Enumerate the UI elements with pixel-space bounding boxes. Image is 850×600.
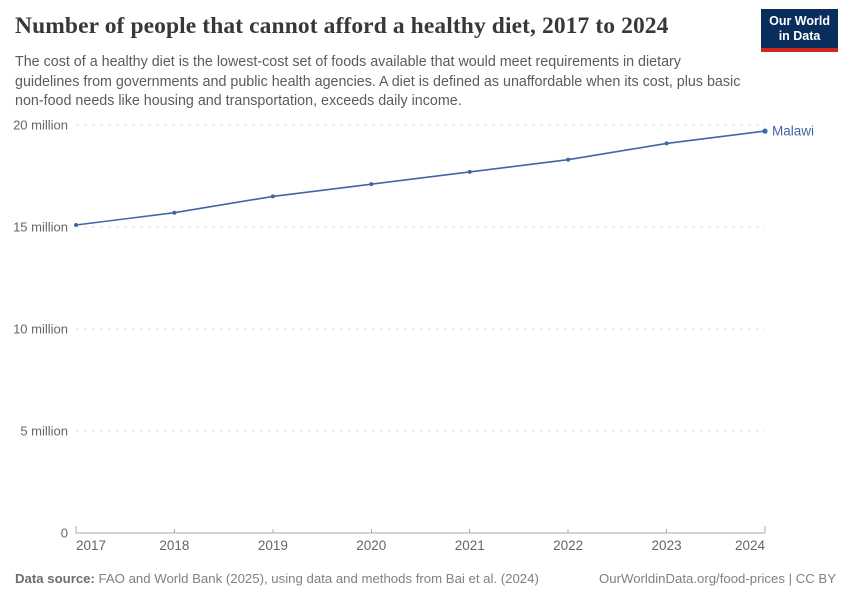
data-point-malawi-2023[interactable] — [664, 141, 669, 146]
data-point-malawi-2018[interactable] — [172, 210, 177, 215]
data-point-malawi-2024[interactable] — [762, 128, 768, 134]
chart-footer: Data source: FAO and World Bank (2025), … — [15, 571, 836, 586]
chart-subtitle: The cost of a healthy diet is the lowest… — [15, 54, 741, 109]
y-tick-label: 5 million — [20, 424, 68, 439]
data-point-malawi-2021[interactable] — [467, 169, 472, 174]
owid-logo[interactable]: Our World in Data — [761, 9, 838, 52]
x-tick-label-2024: 2024 — [735, 538, 766, 553]
y-tick-label: 10 million — [13, 322, 68, 337]
x-tick-label-2022: 2022 — [553, 538, 583, 553]
x-tick-label-2020: 2020 — [356, 538, 386, 553]
owid-logo-line2: in Data — [778, 29, 821, 43]
data-source-note: Data source: FAO and World Bank (2025), … — [15, 571, 539, 586]
series-label-malawi[interactable]: Malawi — [772, 124, 814, 139]
x-tick-label-2021: 2021 — [455, 538, 485, 553]
data-point-malawi-2017[interactable] — [74, 222, 78, 227]
data-point-malawi-2019[interactable] — [270, 194, 275, 199]
data-source-label: Data source: — [15, 571, 95, 586]
owid-logo-line1: Our World — [769, 14, 830, 28]
y-tick-label: 20 million — [13, 118, 68, 133]
data-source-text: FAO and World Bank (2025), using data an… — [94, 571, 539, 586]
y-tick-label: 0 — [61, 526, 68, 541]
x-tick-label-2019: 2019 — [258, 538, 288, 553]
x-tick-label-2023: 2023 — [652, 538, 682, 553]
series-line-malawi[interactable] — [75, 130, 766, 226]
data-point-malawi-2020[interactable] — [369, 182, 374, 187]
data-point-malawi-2022[interactable] — [566, 157, 571, 162]
y-tick-label: 15 million — [13, 220, 68, 235]
chart-title: Number of people that cannot afford a he… — [15, 13, 669, 39]
license-note[interactable]: OurWorldinData.org/food-prices | CC BY — [599, 571, 836, 586]
x-tick-label-2017: 2017 — [76, 538, 106, 553]
x-tick-label-2018: 2018 — [159, 538, 189, 553]
